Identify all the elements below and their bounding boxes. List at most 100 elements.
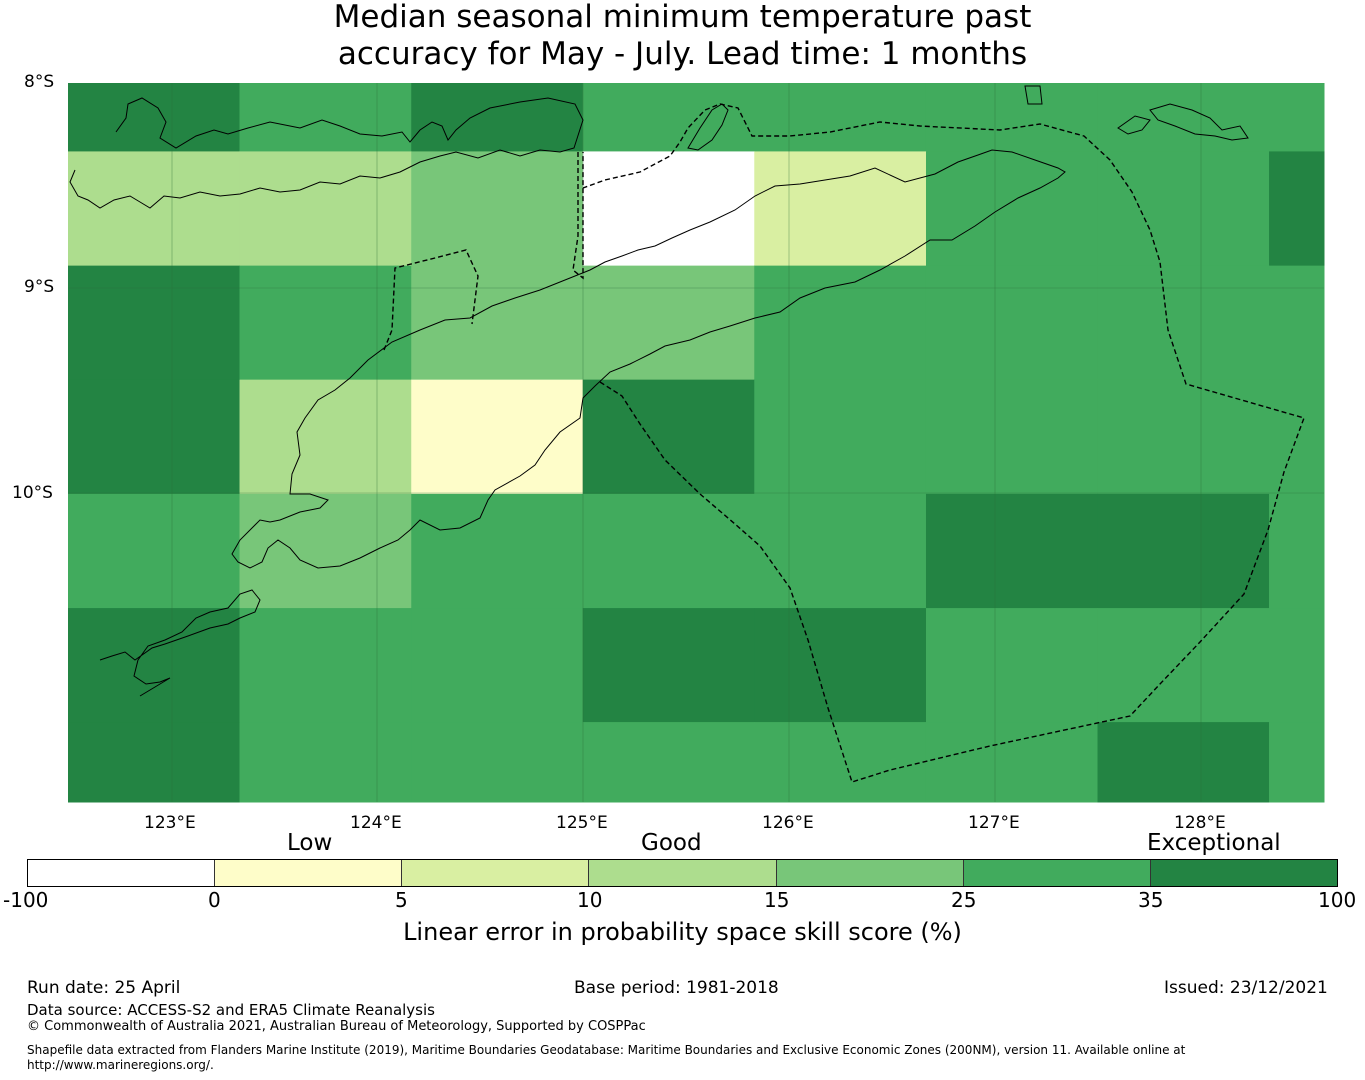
- romang-island: [1117, 115, 1151, 135]
- grid-cell: [925, 379, 1099, 495]
- grid-cell: [411, 265, 584, 381]
- grid-cell: [1097, 379, 1270, 495]
- grid-cell: [754, 265, 927, 381]
- grid-cell: [411, 151, 584, 267]
- base-period: Base period: 1981-2018: [574, 978, 779, 998]
- lat-label-10s: 10°S: [12, 483, 53, 503]
- shapefile-url: http://www.marineregions.org/.: [27, 1058, 214, 1072]
- grid-cell: [925, 608, 1099, 723]
- babar-islands: [1149, 103, 1249, 141]
- legend-category-good: Good: [641, 830, 702, 856]
- colorbar-segment: [28, 860, 216, 886]
- grid-cell: [411, 83, 584, 152]
- grid-cell: [1097, 83, 1270, 152]
- colorbar-segment: [215, 860, 403, 886]
- colorbar-tick-10: 10: [577, 888, 603, 912]
- grid-cell: [1097, 608, 1270, 723]
- lat-label-9s: 9°S: [24, 277, 55, 297]
- shapefile-credit: Shapefile data extracted from Flanders M…: [27, 1043, 1186, 1057]
- map-title-line2: accuracy for May - July. Lead time: 1 mo…: [337, 36, 1028, 72]
- grid-cell: [1269, 493, 1325, 609]
- sumba-fragment: [99, 589, 261, 697]
- grid-cell: [239, 379, 412, 495]
- colorbar-tick-35: 35: [1138, 888, 1164, 912]
- grid-cell: [1097, 722, 1270, 803]
- legend-category-exceptional: Exceptional: [1147, 830, 1281, 856]
- grid-cell: [68, 151, 241, 267]
- colorbar-tick-minus100: -100: [3, 888, 49, 912]
- grid-cell: [68, 265, 241, 381]
- colorbar-tick-25: 25: [951, 888, 977, 912]
- colorbar-segment: [776, 860, 964, 886]
- grid-cell: [754, 493, 927, 609]
- atauro-coastline: [687, 103, 729, 151]
- grid-cell: [411, 722, 584, 803]
- legend-category-low: Low: [287, 830, 333, 856]
- data-source: Data source: ACCESS-S2 and ERA5 Climate …: [27, 1001, 435, 1019]
- lon-label-123e: 123°E: [144, 813, 196, 833]
- grid-cell: [68, 493, 241, 609]
- grid-cell: [411, 493, 584, 609]
- grid-cell: [754, 722, 927, 803]
- map-title-line1: Median seasonal minimum temperature past: [333, 0, 1032, 35]
- grid-cell: [68, 83, 241, 152]
- alor-coastline: [69, 97, 584, 209]
- grid-cell: [1269, 265, 1325, 381]
- coastlines: [69, 85, 1249, 697]
- grid-cell: [1097, 265, 1270, 381]
- grid-cell: [582, 151, 755, 267]
- grid-cell: [925, 83, 1099, 152]
- lon-label-124e: 124°E: [350, 813, 402, 833]
- grid-cell: [1269, 722, 1325, 803]
- grid-cell: [1269, 151, 1325, 267]
- grid-cell: [239, 608, 412, 723]
- grid-cell: [239, 722, 412, 803]
- grid-cell: [582, 265, 755, 381]
- lon-label-126e: 126°E: [762, 813, 814, 833]
- colorbar-tick-5: 5: [395, 888, 408, 912]
- grid-cell: [1097, 151, 1270, 267]
- colorbar: [27, 859, 1338, 887]
- grid-cell: [68, 379, 241, 495]
- grid-cell: [925, 493, 1099, 609]
- grid-cell: [925, 151, 1099, 267]
- grid-cell: [582, 493, 755, 609]
- grid-cell: [239, 83, 412, 152]
- grid-cell: [1269, 83, 1325, 152]
- issued-date: Issued: 23/12/2021: [1164, 978, 1328, 998]
- grid-cell: [1269, 608, 1325, 723]
- grid-cell: [925, 265, 1099, 381]
- grid-cell: [1097, 493, 1270, 609]
- eez-boundary: [383, 103, 1305, 783]
- grid-cell: [239, 151, 412, 267]
- colorbar-segment: [589, 860, 777, 886]
- grid-cell: [411, 608, 584, 723]
- colorbar-axis-title: Linear error in probability space skill …: [403, 918, 962, 946]
- grid-cell: [411, 379, 584, 495]
- grid-cell: [582, 608, 755, 723]
- copyright: © Commonwealth of Australia 2021, Austra…: [27, 1019, 646, 1034]
- grid-cell: [68, 722, 241, 803]
- grid-cell: [582, 379, 755, 495]
- colorbar-segment: [402, 860, 590, 886]
- lon-label-128e: 128°E: [1174, 813, 1226, 833]
- lon-label-127e: 127°E: [968, 813, 1020, 833]
- grid-cell: [754, 608, 927, 723]
- run-date: Run date: 25 April: [27, 978, 181, 998]
- grid-cell: [754, 83, 927, 152]
- colorbar-segment: [963, 860, 1151, 886]
- grid-cell: [925, 722, 1099, 803]
- grid-cell: [68, 608, 241, 723]
- colorbar-tick-0: 0: [208, 888, 221, 912]
- grid-cell: [239, 493, 412, 609]
- colorbar-tick-15: 15: [764, 888, 790, 912]
- grid-cells: [68, 83, 1325, 803]
- colorbar-segment: [1150, 860, 1337, 886]
- grid-cell: [582, 83, 755, 152]
- timor-coastline: [231, 149, 1066, 569]
- graticule: [68, 83, 1324, 802]
- grid-cell: [582, 722, 755, 803]
- colorbar-tick-100: 100: [1318, 888, 1357, 912]
- lat-label-8s: 8°S: [24, 72, 55, 92]
